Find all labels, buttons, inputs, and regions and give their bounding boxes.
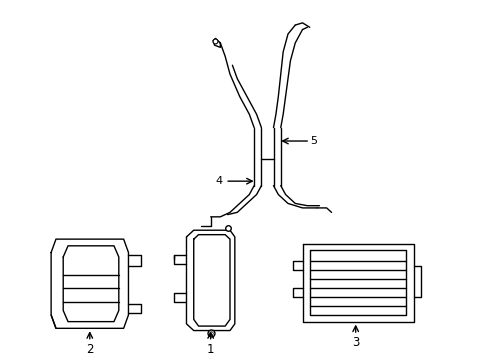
Text: 5: 5 — [309, 136, 316, 146]
Text: 1: 1 — [206, 343, 214, 356]
Text: 2: 2 — [86, 343, 93, 356]
Text: 4: 4 — [215, 176, 223, 186]
Text: 3: 3 — [351, 336, 359, 349]
